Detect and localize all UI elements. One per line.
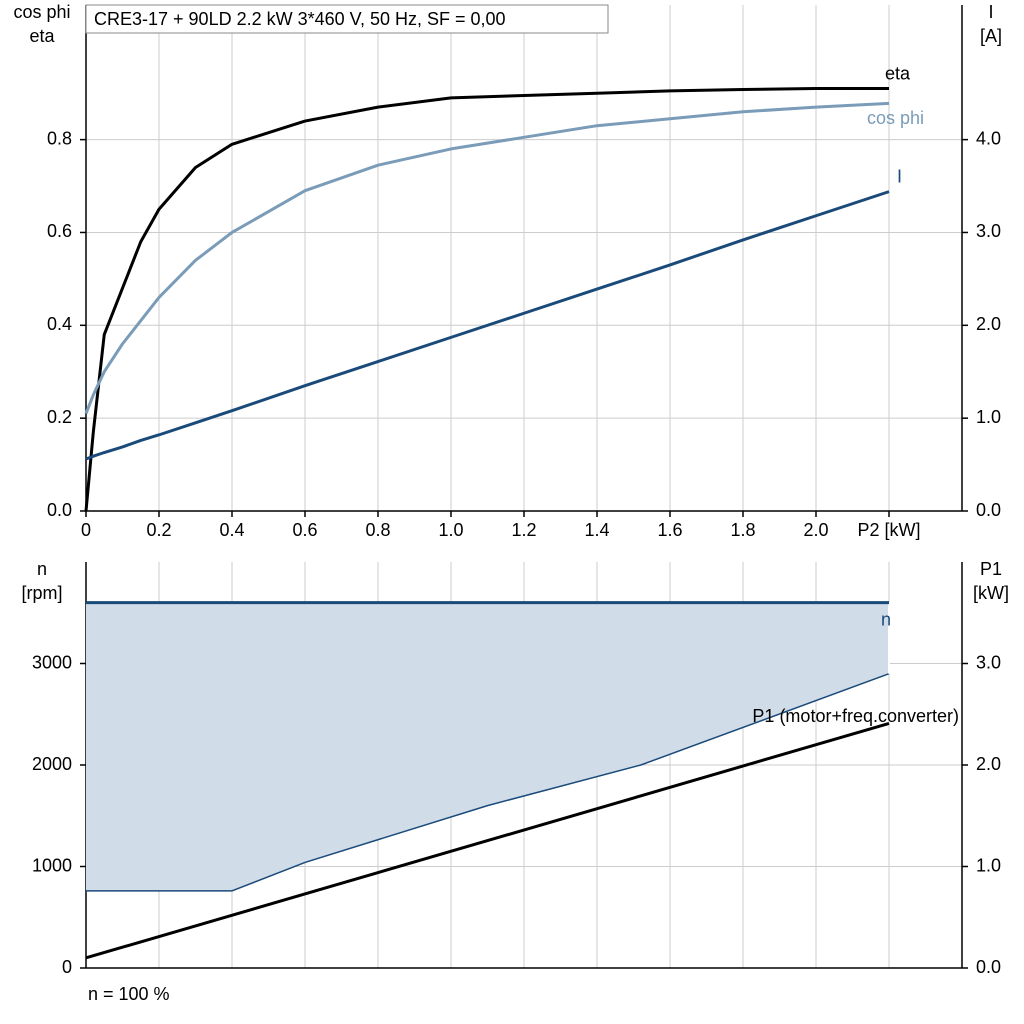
- min-speed-line: [86, 672, 890, 892]
- y2-tick-label: 0.0: [976, 500, 1001, 520]
- x-tick-label: 2.0: [803, 520, 828, 540]
- y-tick-label: 0.6: [47, 221, 72, 241]
- x-tick-label: 1.6: [657, 520, 682, 540]
- x-tick-label: 0.6: [292, 520, 317, 540]
- y-axis-label: n: [37, 559, 47, 579]
- y-tick-label: 0.2: [47, 407, 72, 427]
- series-line: [85, 721, 890, 960]
- x-tick-label: 0.8: [365, 520, 390, 540]
- series-label: eta: [885, 63, 911, 83]
- x-tick-label: 0.2: [146, 520, 171, 540]
- x-tick-label: 1.8: [730, 520, 755, 540]
- series-line: [85, 190, 890, 461]
- chart-title: CRE3-17 + 90LD 2.2 kW 3*460 V, 50 Hz, SF…: [94, 9, 506, 29]
- series-line: [84, 101, 890, 415]
- note: n = 100 %: [88, 984, 170, 1004]
- y2-tick-label: 3.0: [976, 221, 1001, 241]
- y2-axis-label: P1: [980, 559, 1002, 579]
- series-label: cos phi: [867, 108, 924, 128]
- y2-axis-label: [A]: [980, 26, 1002, 46]
- y-tick-label: 0.4: [47, 314, 72, 334]
- x-tick-label: 1.4: [584, 520, 609, 540]
- x-tick-label: P2 [kW]: [857, 520, 920, 540]
- title-box: [85, 4, 609, 34]
- y-tick-label: 2000: [32, 754, 72, 774]
- operating-band: [86, 602, 889, 891]
- y-tick-label: 3000: [32, 652, 72, 672]
- x-tick-label: 1.0: [438, 520, 463, 540]
- x-tick-label: 1.2: [511, 520, 536, 540]
- y-tick-label: 1000: [32, 855, 72, 875]
- y-tick-label: 0: [62, 957, 72, 977]
- series-label: I: [897, 166, 902, 186]
- y2-tick-label: 3.0: [976, 652, 1001, 672]
- series-label: n: [881, 609, 891, 629]
- y2-tick-label: 0.0: [976, 957, 1001, 977]
- y-tick-label: 0.0: [47, 500, 72, 520]
- y2-tick-label: 1.0: [976, 855, 1001, 875]
- y-tick-label: 0.8: [47, 128, 72, 148]
- series-line: [84, 87, 889, 512]
- y-axis-label: eta: [29, 26, 55, 46]
- y-axis-label: cos phi: [13, 2, 70, 22]
- y2-tick-label: 4.0: [976, 128, 1001, 148]
- y2-axis-label: I: [988, 2, 993, 22]
- y2-tick-label: 1.0: [976, 407, 1001, 427]
- y2-tick-label: 2.0: [976, 754, 1001, 774]
- x-tick-label: 0.4: [219, 520, 244, 540]
- x-tick-label: 0: [81, 520, 91, 540]
- y-axis-label: [rpm]: [21, 583, 62, 603]
- series-label: P1 (motor+freq.converter): [752, 706, 959, 726]
- y2-axis-label: [kW]: [973, 583, 1009, 603]
- y2-tick-label: 2.0: [976, 314, 1001, 334]
